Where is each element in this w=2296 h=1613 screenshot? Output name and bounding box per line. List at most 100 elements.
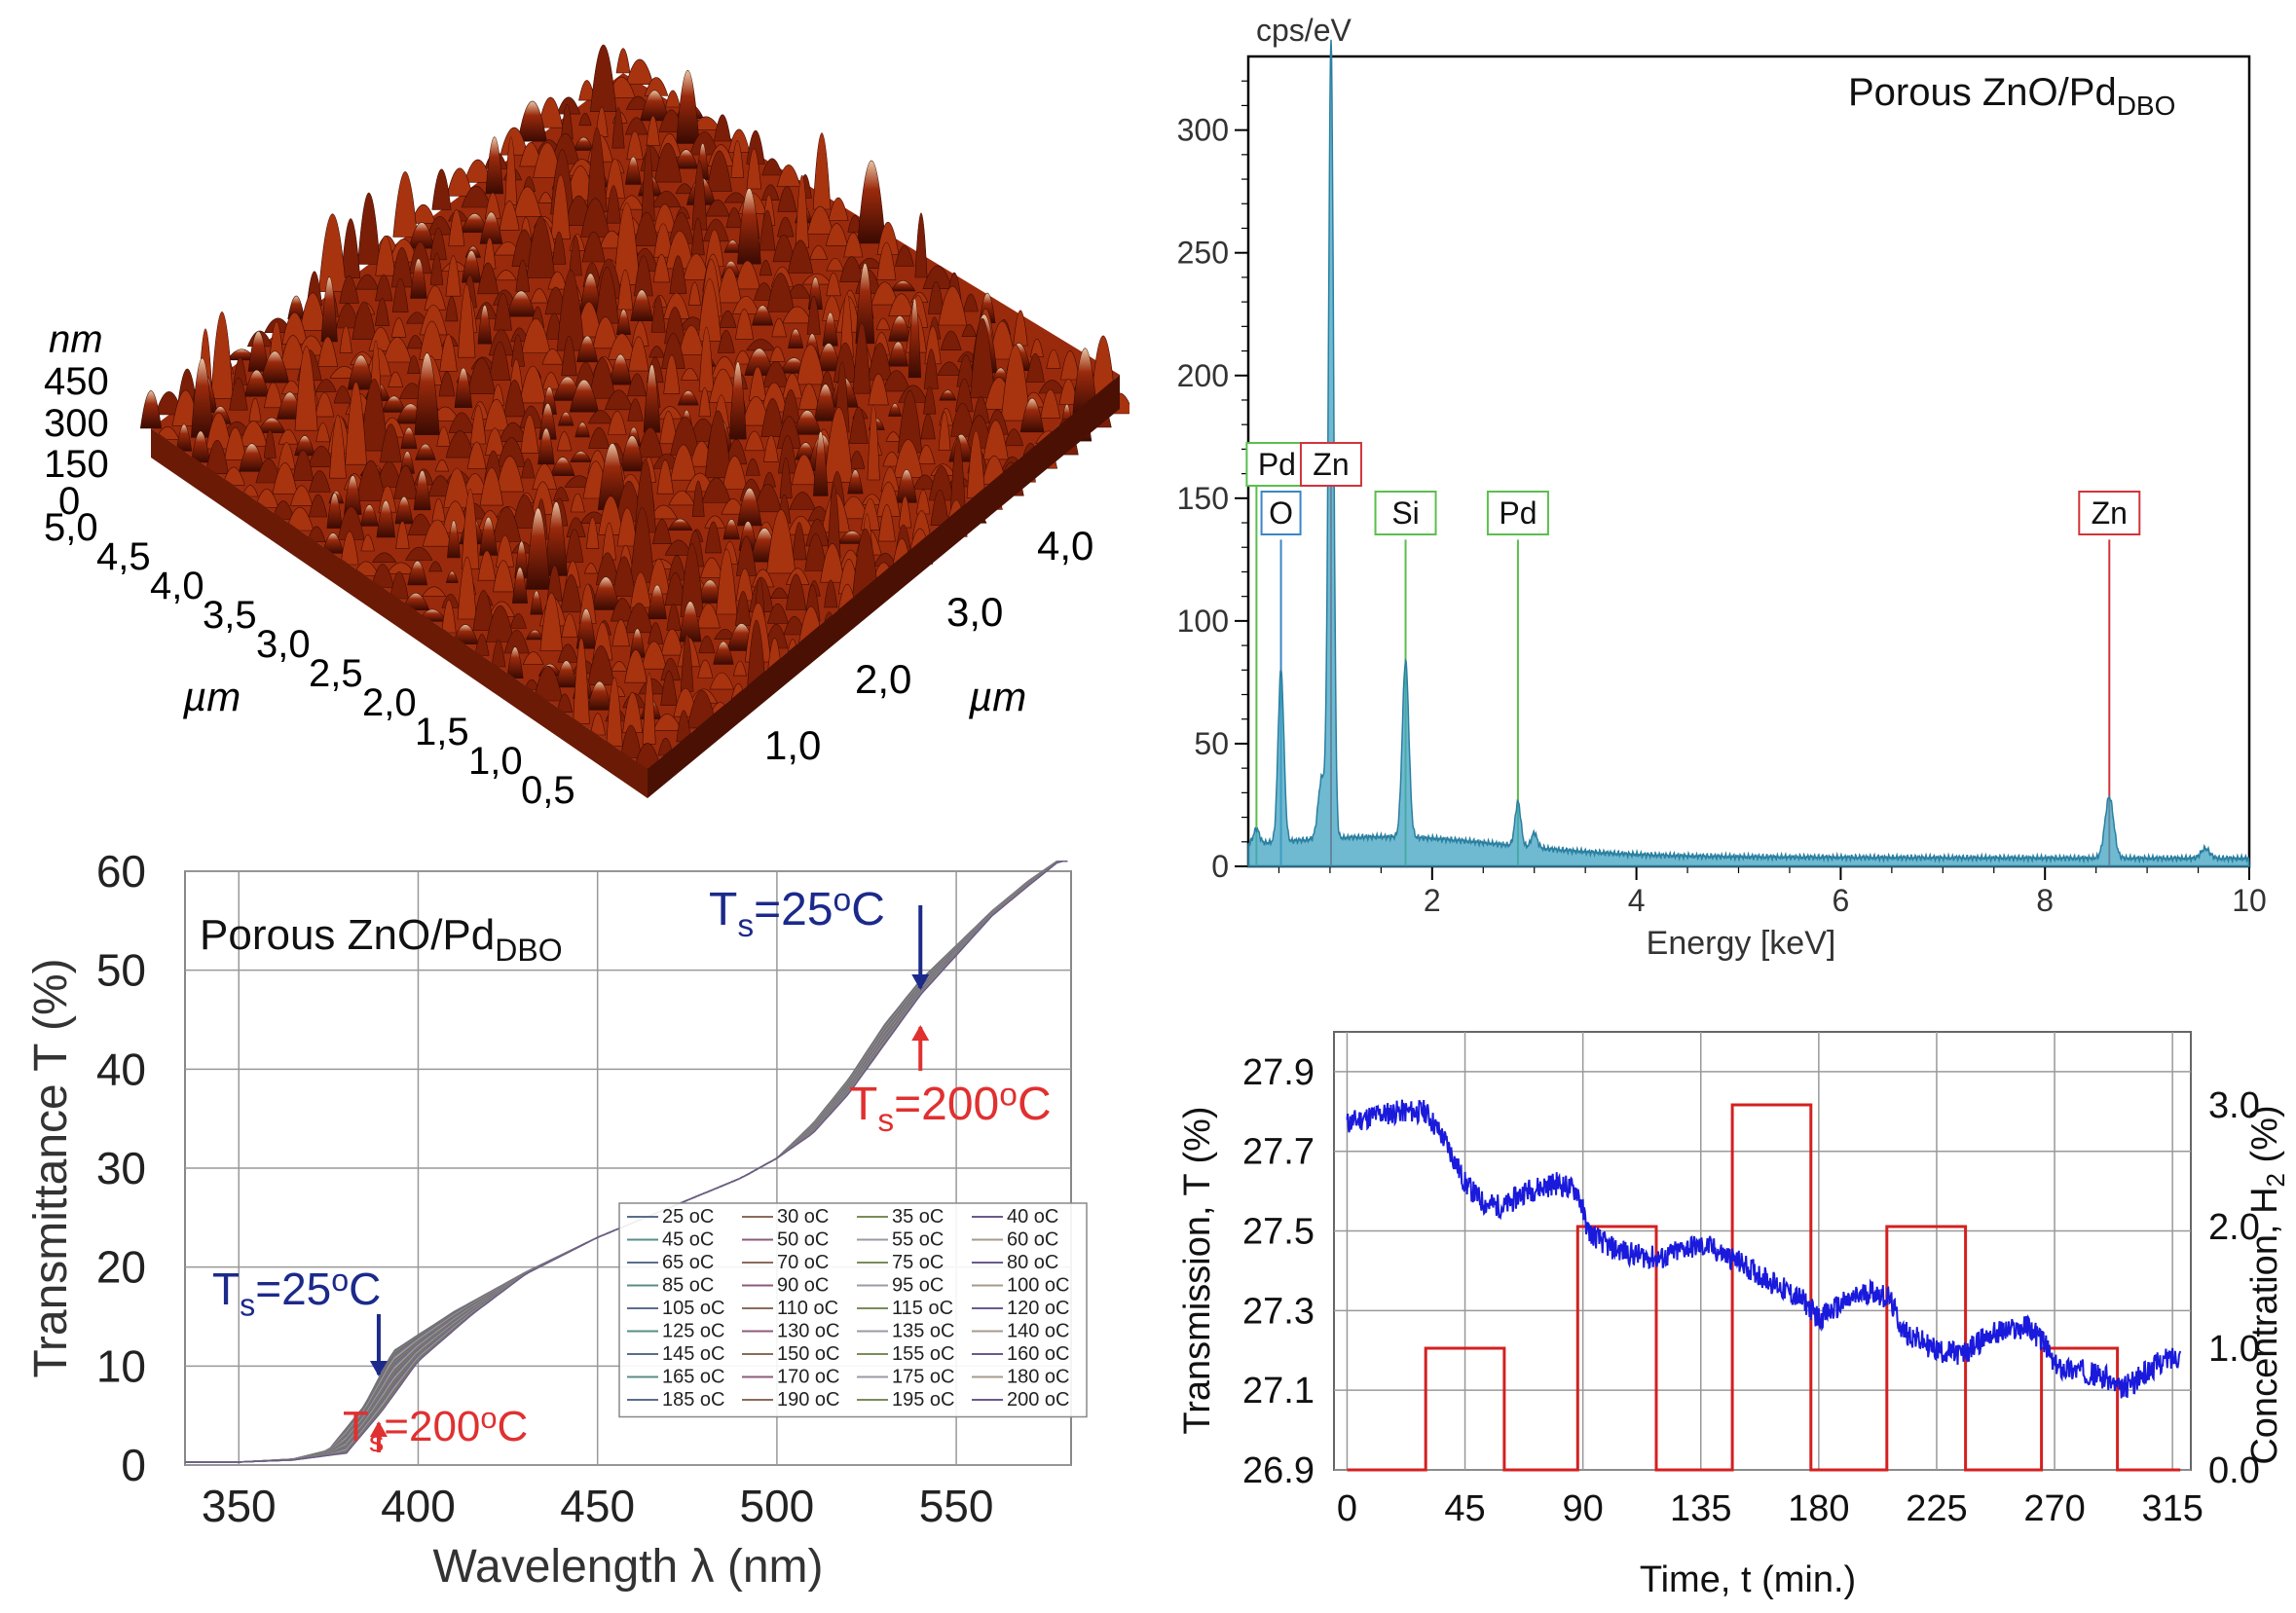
afm-peak	[511, 567, 529, 604]
afm-peak	[329, 415, 347, 479]
afm-left-axis-unit: µm	[182, 674, 241, 719]
afm-peak	[759, 260, 772, 276]
tr-legend-label: 135 oC	[892, 1321, 955, 1342]
afm-peak	[294, 346, 318, 431]
afm-peak	[479, 467, 504, 506]
tr-annotation-part: s	[877, 1103, 894, 1139]
transmittance-xlabel: Wavelength λ (nm)	[432, 1541, 823, 1593]
tr-annotation-part: T	[343, 1403, 369, 1450]
afm-peak	[556, 431, 573, 452]
afm-peak	[496, 534, 515, 568]
afm-peak	[651, 190, 682, 208]
afm-peak	[520, 415, 539, 454]
afm-peak	[477, 305, 493, 345]
afm-peak	[307, 526, 326, 542]
tr-annotation-part: =200	[384, 1403, 480, 1450]
tr-y-tick-label: 0	[121, 1440, 146, 1490]
th-right-axis: 0.0 1.0 2.0 3.0	[2208, 1085, 2260, 1491]
afm-peak	[660, 671, 678, 706]
eds-element-label-box	[1299, 442, 1362, 487]
afm-peak	[734, 309, 754, 340]
tr-legend-label: 75 oC	[892, 1252, 944, 1273]
afm-surface-panel: nm 450 300 150 0 5,04,54,03,53,02,52,01,…	[44, 44, 1129, 812]
th-ylabel-right: Concentration, H2 (%)	[2244, 1105, 2290, 1464]
tr-legend-label: 160 oC	[1007, 1343, 1070, 1365]
afm-peak	[630, 507, 655, 583]
afm-peak	[626, 130, 644, 161]
tr-legend-label: 120 oC	[1007, 1298, 1070, 1319]
eds-x-tick-label: 6	[1833, 883, 1850, 918]
afm-peak	[628, 336, 649, 372]
afm-peak	[409, 241, 431, 275]
tr-x-tick-label: 500	[740, 1481, 815, 1531]
th-right-tick-label: 3.0	[2208, 1085, 2260, 1126]
eds-element-label-box	[1374, 491, 1437, 535]
afm-peak	[716, 548, 738, 615]
afm-peak	[506, 646, 524, 678]
afm-peak	[771, 317, 787, 338]
afm-peak	[669, 255, 687, 294]
afm-peak	[713, 641, 734, 665]
afm-peak	[663, 354, 681, 394]
afm-peak	[761, 184, 780, 201]
afm-peak	[320, 276, 338, 343]
th-x-tick-label: 315	[2141, 1488, 2203, 1529]
afm-peak	[714, 114, 731, 142]
afm-peak	[827, 484, 841, 558]
afm-peak	[339, 325, 352, 353]
afm-peak	[474, 634, 490, 656]
afm-peak	[624, 156, 642, 185]
afm-peak	[561, 103, 574, 140]
afm-peak	[400, 427, 418, 450]
transmittance-legend: 25 oC 30 oC 35 oC 40 oC 45 oC 50 oC 55 oC 60 oC…	[618, 1202, 1088, 1418]
tr-legend-label: 100 oC	[1007, 1275, 1070, 1297]
tr-legend-label: 60 oC	[1007, 1229, 1058, 1251]
afm-peak	[895, 245, 914, 267]
afm-peak	[414, 352, 440, 435]
afm-peak	[388, 371, 404, 387]
afm-peak	[556, 96, 581, 115]
afm-peak	[611, 619, 630, 647]
afm-peak	[938, 412, 951, 451]
afm-peak	[644, 77, 669, 96]
tr-legend-label: 65 oC	[662, 1252, 714, 1273]
afm-peak	[847, 469, 864, 495]
afm-peak	[392, 171, 418, 238]
afm-peak	[458, 283, 476, 358]
afm-peak	[515, 259, 531, 292]
th-left-tick-label: 27.5	[1242, 1212, 1315, 1253]
afm-peak	[556, 270, 585, 351]
afm-peak	[308, 494, 328, 518]
afm-right-tick: 4,0	[1037, 523, 1093, 568]
afm-peak	[630, 289, 653, 321]
afm-left-tick: 1,0	[468, 740, 523, 783]
tr-legend-label: 130 oC	[777, 1321, 840, 1342]
afm-right-axis: 1,0 2,0 3,0 4,0	[764, 523, 1093, 768]
afm-peak	[704, 515, 726, 529]
afm-left-tick: 4,5	[96, 535, 151, 578]
afm-z-tick: 150	[44, 443, 109, 486]
afm-peak	[479, 517, 499, 556]
afm-peak	[190, 357, 214, 438]
tr-legend-label: 115 oC	[892, 1298, 953, 1319]
afm-peak	[318, 213, 347, 292]
afm-peak	[855, 263, 875, 345]
eds-element-label: Pd	[1258, 447, 1296, 482]
afm-peak	[698, 636, 716, 654]
tr-legend-label: 90 oC	[777, 1275, 829, 1297]
transmittance-x-axis: 350 400 450 500 550	[202, 1481, 994, 1531]
afm-peak	[390, 317, 407, 338]
afm-peak	[345, 381, 367, 465]
afm-peak	[982, 420, 1009, 460]
afm-peak	[722, 519, 740, 540]
afm-peak	[395, 521, 410, 549]
tr-y-tick-label: 40	[96, 1044, 146, 1094]
tr-legend-label: 180 oC	[1007, 1367, 1070, 1388]
afm-peak	[405, 546, 433, 561]
th-left-tick-label: 27.3	[1242, 1291, 1315, 1332]
afm-peak	[622, 692, 644, 733]
afm-peak	[970, 317, 995, 399]
transmittance-ylabel: Transmittance T (%)	[25, 958, 77, 1377]
tr-y-tick-label: 50	[96, 945, 146, 996]
afm-peak	[504, 136, 518, 205]
